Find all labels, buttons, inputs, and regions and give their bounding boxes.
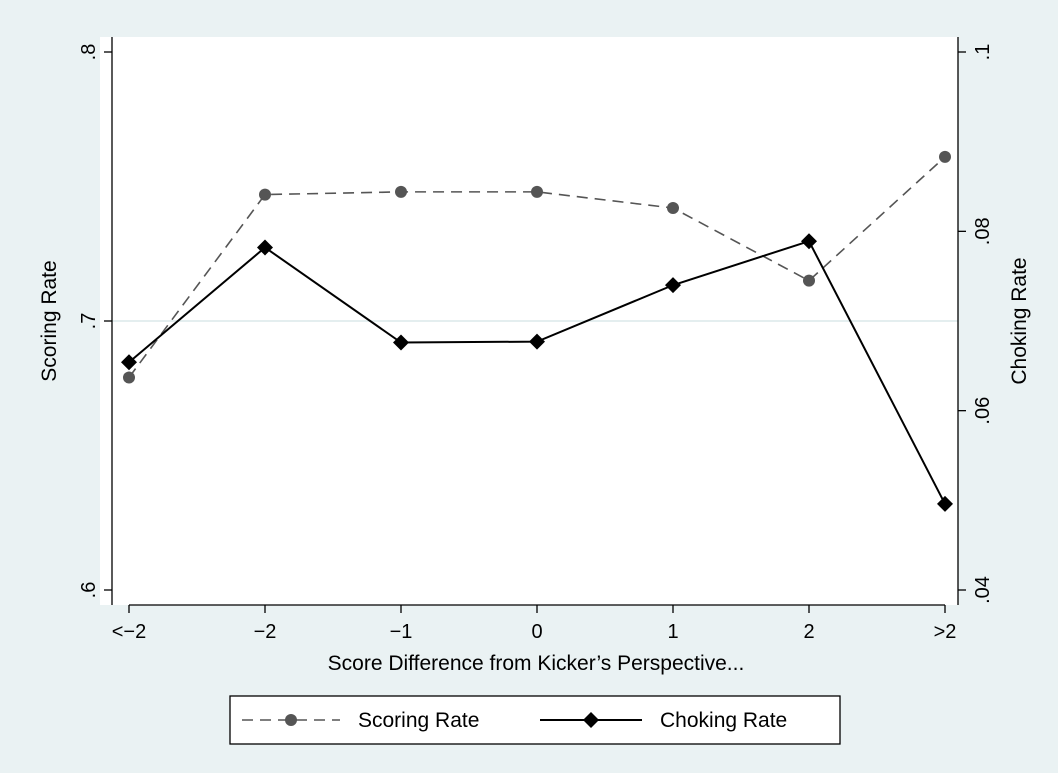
data-point-1	[801, 233, 817, 250]
data-point-0	[259, 188, 271, 201]
data-point-1	[665, 277, 681, 294]
y-tick-label-left: .8	[78, 44, 100, 61]
data-point-0	[531, 185, 543, 198]
legend-label-choking: Choking Rate	[660, 709, 787, 732]
y-tick-label-right: .1	[972, 44, 994, 61]
data-point-0	[395, 185, 407, 198]
axes: .6 .7 .8 .04 .06 .08 .1 <−2 −2 −1 0 1 2 >2	[78, 37, 994, 643]
data-point-1	[529, 333, 545, 350]
y-tick-label-right: .06	[972, 397, 994, 425]
x-tick-label: 0	[531, 621, 542, 643]
legend-box	[229, 695, 841, 745]
data-point-0	[667, 202, 679, 215]
data-point-0	[803, 274, 815, 287]
x-tick-label: −1	[390, 621, 413, 643]
x-tick-label: <−2	[112, 621, 146, 643]
x-tick-label: 2	[803, 621, 814, 643]
series-layer	[121, 150, 953, 512]
x-axis-title: Score Difference from Kicker’s Perspecti…	[328, 652, 745, 675]
y-axis-title-left: Scoring Rate	[38, 260, 61, 381]
y-tick-label-right: .04	[972, 576, 994, 604]
y-tick-label-left: .6	[78, 582, 100, 599]
data-point-0	[939, 150, 951, 163]
legend: Scoring Rate Choking Rate	[229, 695, 841, 745]
data-point-1	[937, 495, 953, 512]
x-tick-label: −2	[254, 621, 277, 643]
y-axis-title-right: Choking Rate	[1008, 257, 1031, 384]
data-point-1	[393, 334, 409, 351]
data-point-1	[257, 239, 273, 256]
y-tick-label-right: .08	[972, 217, 994, 245]
data-point-1	[121, 354, 137, 371]
legend-marker-choking	[583, 712, 599, 728]
x-tick-label: 1	[667, 621, 678, 643]
data-point-0	[123, 371, 135, 384]
x-tick-label: >2	[934, 621, 957, 643]
legend-marker-scoring	[285, 714, 297, 726]
y-tick-label-left: .7	[78, 313, 100, 330]
legend-label-scoring: Scoring Rate	[358, 709, 479, 732]
